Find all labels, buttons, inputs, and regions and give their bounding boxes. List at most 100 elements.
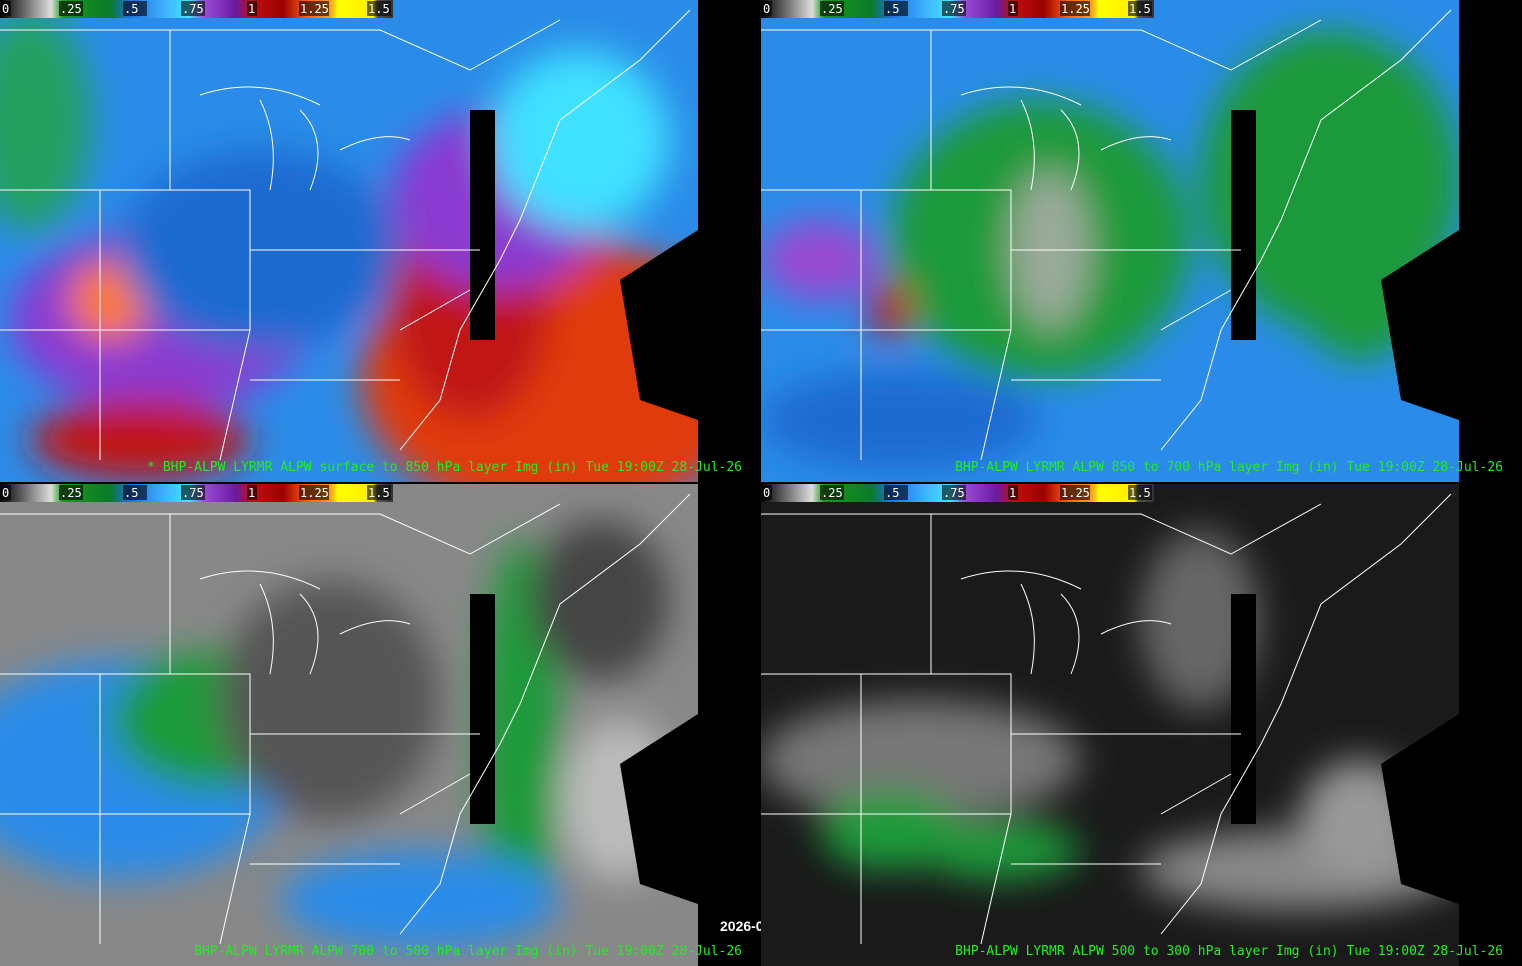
colorbar-label: 0 bbox=[2, 2, 9, 16]
moisture-area bbox=[761, 700, 1080, 820]
colorbar-label-bg bbox=[820, 1, 844, 16]
no-data-strip bbox=[470, 110, 495, 340]
colorbar-label-bg bbox=[247, 485, 257, 500]
coast bbox=[1160, 493, 1452, 935]
map-panel: 0 .25 .5 .75 1 1.25 1.5 bbox=[0, 0, 698, 482]
colorbar-label: 1 bbox=[248, 486, 255, 500]
colorbar-label: .25 bbox=[821, 2, 843, 16]
imagery bbox=[0, 0, 698, 482]
colorbar-label-bg bbox=[1, 485, 11, 500]
colorbar-label-bg bbox=[1060, 485, 1090, 500]
moisture-area bbox=[761, 370, 1040, 470]
colorbar-label-bg bbox=[123, 1, 147, 16]
colorbar-label: 1.25 bbox=[300, 486, 329, 500]
colorbar-label: 1.25 bbox=[300, 2, 329, 16]
colorbar-label: .25 bbox=[60, 2, 82, 16]
no-data-strip bbox=[1231, 110, 1256, 340]
lakes bbox=[199, 570, 411, 675]
colorbar-label: .75 bbox=[943, 486, 965, 500]
colorbar-label: .5 bbox=[124, 2, 138, 16]
panel-caption: BHP-ALPW LYRMR ALPW 700 to 500 hPa layer… bbox=[194, 944, 742, 959]
colorbar-label: 1 bbox=[1009, 486, 1016, 500]
colorbar-label: .25 bbox=[60, 486, 82, 500]
colorbar-label-bg bbox=[942, 1, 966, 16]
no-data-area bbox=[1381, 230, 1459, 420]
coast bbox=[399, 493, 691, 935]
map-panel: 0 .25 .5 .75 1 1.25 1.5 bbox=[761, 0, 1459, 482]
no-data-strip bbox=[1231, 594, 1256, 824]
colorbar-label-bg bbox=[123, 485, 147, 500]
colorbar-label-bg bbox=[762, 485, 772, 500]
border bbox=[761, 19, 1322, 461]
colorbar-label-bg bbox=[59, 485, 83, 500]
moisture-area bbox=[920, 820, 1080, 880]
colorbar-label-bg bbox=[1128, 1, 1152, 16]
map-panel: 0 .25 .5 .75 1 1.25 1.5 bbox=[0, 484, 698, 966]
colorbar-label-bg bbox=[762, 1, 772, 16]
imagery-blobs bbox=[0, 520, 680, 950]
no-data-strip bbox=[470, 594, 495, 824]
no-data-area bbox=[1381, 714, 1459, 904]
colorbar-label: .5 bbox=[885, 2, 899, 16]
colorbar-label-bg bbox=[247, 1, 257, 16]
moisture-area bbox=[490, 50, 670, 230]
border bbox=[761, 503, 1322, 945]
colorbar-label: .75 bbox=[943, 2, 965, 16]
colorbar-label: 1.5 bbox=[1129, 2, 1151, 16]
state-outlines bbox=[0, 9, 691, 461]
colorbar-label: .75 bbox=[182, 486, 204, 500]
moisture-area bbox=[530, 520, 670, 680]
colorbar-label-bg bbox=[820, 485, 844, 500]
state-outlines bbox=[761, 493, 1452, 945]
panel-caption: * BHP-ALPW LYRMR ALPW surface to 850 hPa… bbox=[147, 460, 742, 475]
moisture-area bbox=[30, 400, 250, 480]
no-data-area bbox=[620, 714, 698, 904]
colorbar-label-bg bbox=[299, 1, 329, 16]
lakes bbox=[199, 86, 411, 191]
colorbar-label: 1 bbox=[1009, 2, 1016, 16]
colorbar-label: 1.25 bbox=[1061, 2, 1090, 16]
colorbar-label-bg bbox=[59, 1, 83, 16]
no-data-area bbox=[620, 230, 698, 420]
imagery bbox=[761, 484, 1459, 966]
colorbar-label-bg bbox=[1008, 485, 1018, 500]
colorbar-label-bg bbox=[1008, 1, 1018, 16]
colorbar-label-bg bbox=[299, 485, 329, 500]
colorbar-label: 1.5 bbox=[368, 2, 390, 16]
border bbox=[0, 503, 561, 945]
colorbar-label-bg bbox=[884, 1, 908, 16]
imagery-blobs bbox=[0, 10, 698, 482]
colorbar-label: 1 bbox=[248, 2, 255, 16]
moisture-area bbox=[280, 850, 560, 950]
state-outlines bbox=[761, 9, 1452, 461]
lakes bbox=[960, 570, 1172, 675]
colorbar-label: 0 bbox=[763, 2, 770, 16]
colorbar-label-bg bbox=[884, 485, 908, 500]
border bbox=[0, 19, 561, 461]
coast bbox=[1160, 9, 1452, 451]
colorbar-label-bg bbox=[181, 485, 205, 500]
colorbar-label: 1.5 bbox=[368, 486, 390, 500]
colorbar-label: 1.25 bbox=[1061, 486, 1090, 500]
moisture-area bbox=[1140, 530, 1260, 710]
moisture-area bbox=[0, 10, 90, 230]
panel-caption: BHP-ALPW LYRMR ALPW 850 to 700 hPa layer… bbox=[955, 460, 1503, 475]
map-panel: 0 .25 .5 .75 1 1.25 1.5 bbox=[761, 484, 1459, 966]
colorbar-label-bg bbox=[367, 485, 391, 500]
moisture-area bbox=[761, 220, 880, 300]
colorbar-label: 0 bbox=[2, 486, 9, 500]
moisture-area bbox=[870, 280, 910, 340]
moisture-area bbox=[220, 580, 440, 820]
colorbar-label-bg bbox=[367, 1, 391, 16]
lakes bbox=[960, 86, 1172, 191]
colorbar-label-bg bbox=[1060, 1, 1090, 16]
state-outlines bbox=[0, 493, 691, 945]
imagery bbox=[761, 0, 1459, 482]
colorbar-label: .75 bbox=[182, 2, 204, 16]
colorbar-label-bg bbox=[1128, 485, 1152, 500]
panel-caption: BHP-ALPW LYRMR ALPW 500 to 300 hPa layer… bbox=[955, 944, 1503, 959]
colorbar-label: 0 bbox=[763, 486, 770, 500]
colorbar-label-bg bbox=[1, 1, 11, 16]
coast bbox=[399, 9, 691, 451]
